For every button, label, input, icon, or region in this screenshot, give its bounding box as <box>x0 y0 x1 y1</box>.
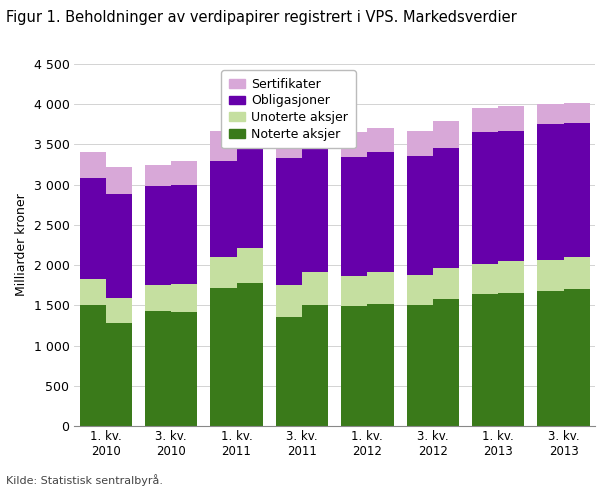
Bar <box>564 123 590 257</box>
Bar <box>106 323 132 426</box>
Bar <box>432 121 459 148</box>
Bar <box>302 272 328 305</box>
Bar <box>564 257 590 289</box>
Bar <box>302 305 328 426</box>
Bar <box>367 272 393 304</box>
Bar <box>498 293 525 426</box>
Bar <box>341 276 367 306</box>
Bar <box>171 312 197 426</box>
Bar <box>106 194 132 298</box>
Bar <box>237 115 263 136</box>
Bar <box>367 127 393 152</box>
Bar <box>472 294 498 426</box>
Bar <box>537 291 564 426</box>
Bar <box>79 279 106 305</box>
Bar <box>237 136 263 248</box>
Bar <box>276 158 302 285</box>
Bar <box>407 131 432 156</box>
Y-axis label: Milliarder kroner: Milliarder kroner <box>15 194 28 296</box>
Bar <box>302 123 328 272</box>
Bar <box>237 283 263 426</box>
Bar <box>564 102 590 123</box>
Bar <box>367 304 393 426</box>
Bar <box>367 152 393 272</box>
Bar <box>106 167 132 194</box>
Bar <box>537 104 564 124</box>
Bar <box>432 267 459 299</box>
Text: Figur 1. Beholdninger av verdipapirer registrert i VPS. Markedsverdier: Figur 1. Beholdninger av verdipapirer re… <box>6 10 517 25</box>
Bar <box>145 164 171 186</box>
Bar <box>472 108 498 132</box>
Bar <box>210 161 237 257</box>
Bar <box>341 306 367 426</box>
Bar <box>341 157 367 276</box>
Legend: Sertifikater, Obligasjoner, Unoterte aksjer, Noterte aksjer: Sertifikater, Obligasjoner, Unoterte aks… <box>221 70 356 148</box>
Bar <box>564 289 590 426</box>
Bar <box>432 299 459 426</box>
Bar <box>171 185 197 284</box>
Bar <box>145 186 171 285</box>
Bar <box>302 107 328 123</box>
Bar <box>276 317 302 426</box>
Bar <box>145 311 171 426</box>
Bar <box>432 148 459 267</box>
Text: Kilde: Statistisk sentralbyrå.: Kilde: Statistisk sentralbyrå. <box>6 474 163 486</box>
Bar <box>407 305 432 426</box>
Bar <box>276 141 302 158</box>
Bar <box>237 248 263 283</box>
Bar <box>472 264 498 294</box>
Bar <box>79 305 106 426</box>
Bar <box>145 285 171 311</box>
Bar <box>171 284 197 312</box>
Bar <box>106 298 132 323</box>
Bar <box>472 132 498 264</box>
Bar <box>276 285 302 317</box>
Bar <box>537 260 564 291</box>
Bar <box>407 275 432 305</box>
Bar <box>210 131 237 161</box>
Bar <box>210 257 237 288</box>
Bar <box>79 152 106 178</box>
Bar <box>407 156 432 275</box>
Bar <box>171 161 197 185</box>
Bar <box>79 178 106 279</box>
Bar <box>210 288 237 426</box>
Bar <box>341 132 367 157</box>
Bar <box>498 106 525 131</box>
Bar <box>498 131 525 261</box>
Bar <box>498 261 525 293</box>
Bar <box>537 124 564 260</box>
